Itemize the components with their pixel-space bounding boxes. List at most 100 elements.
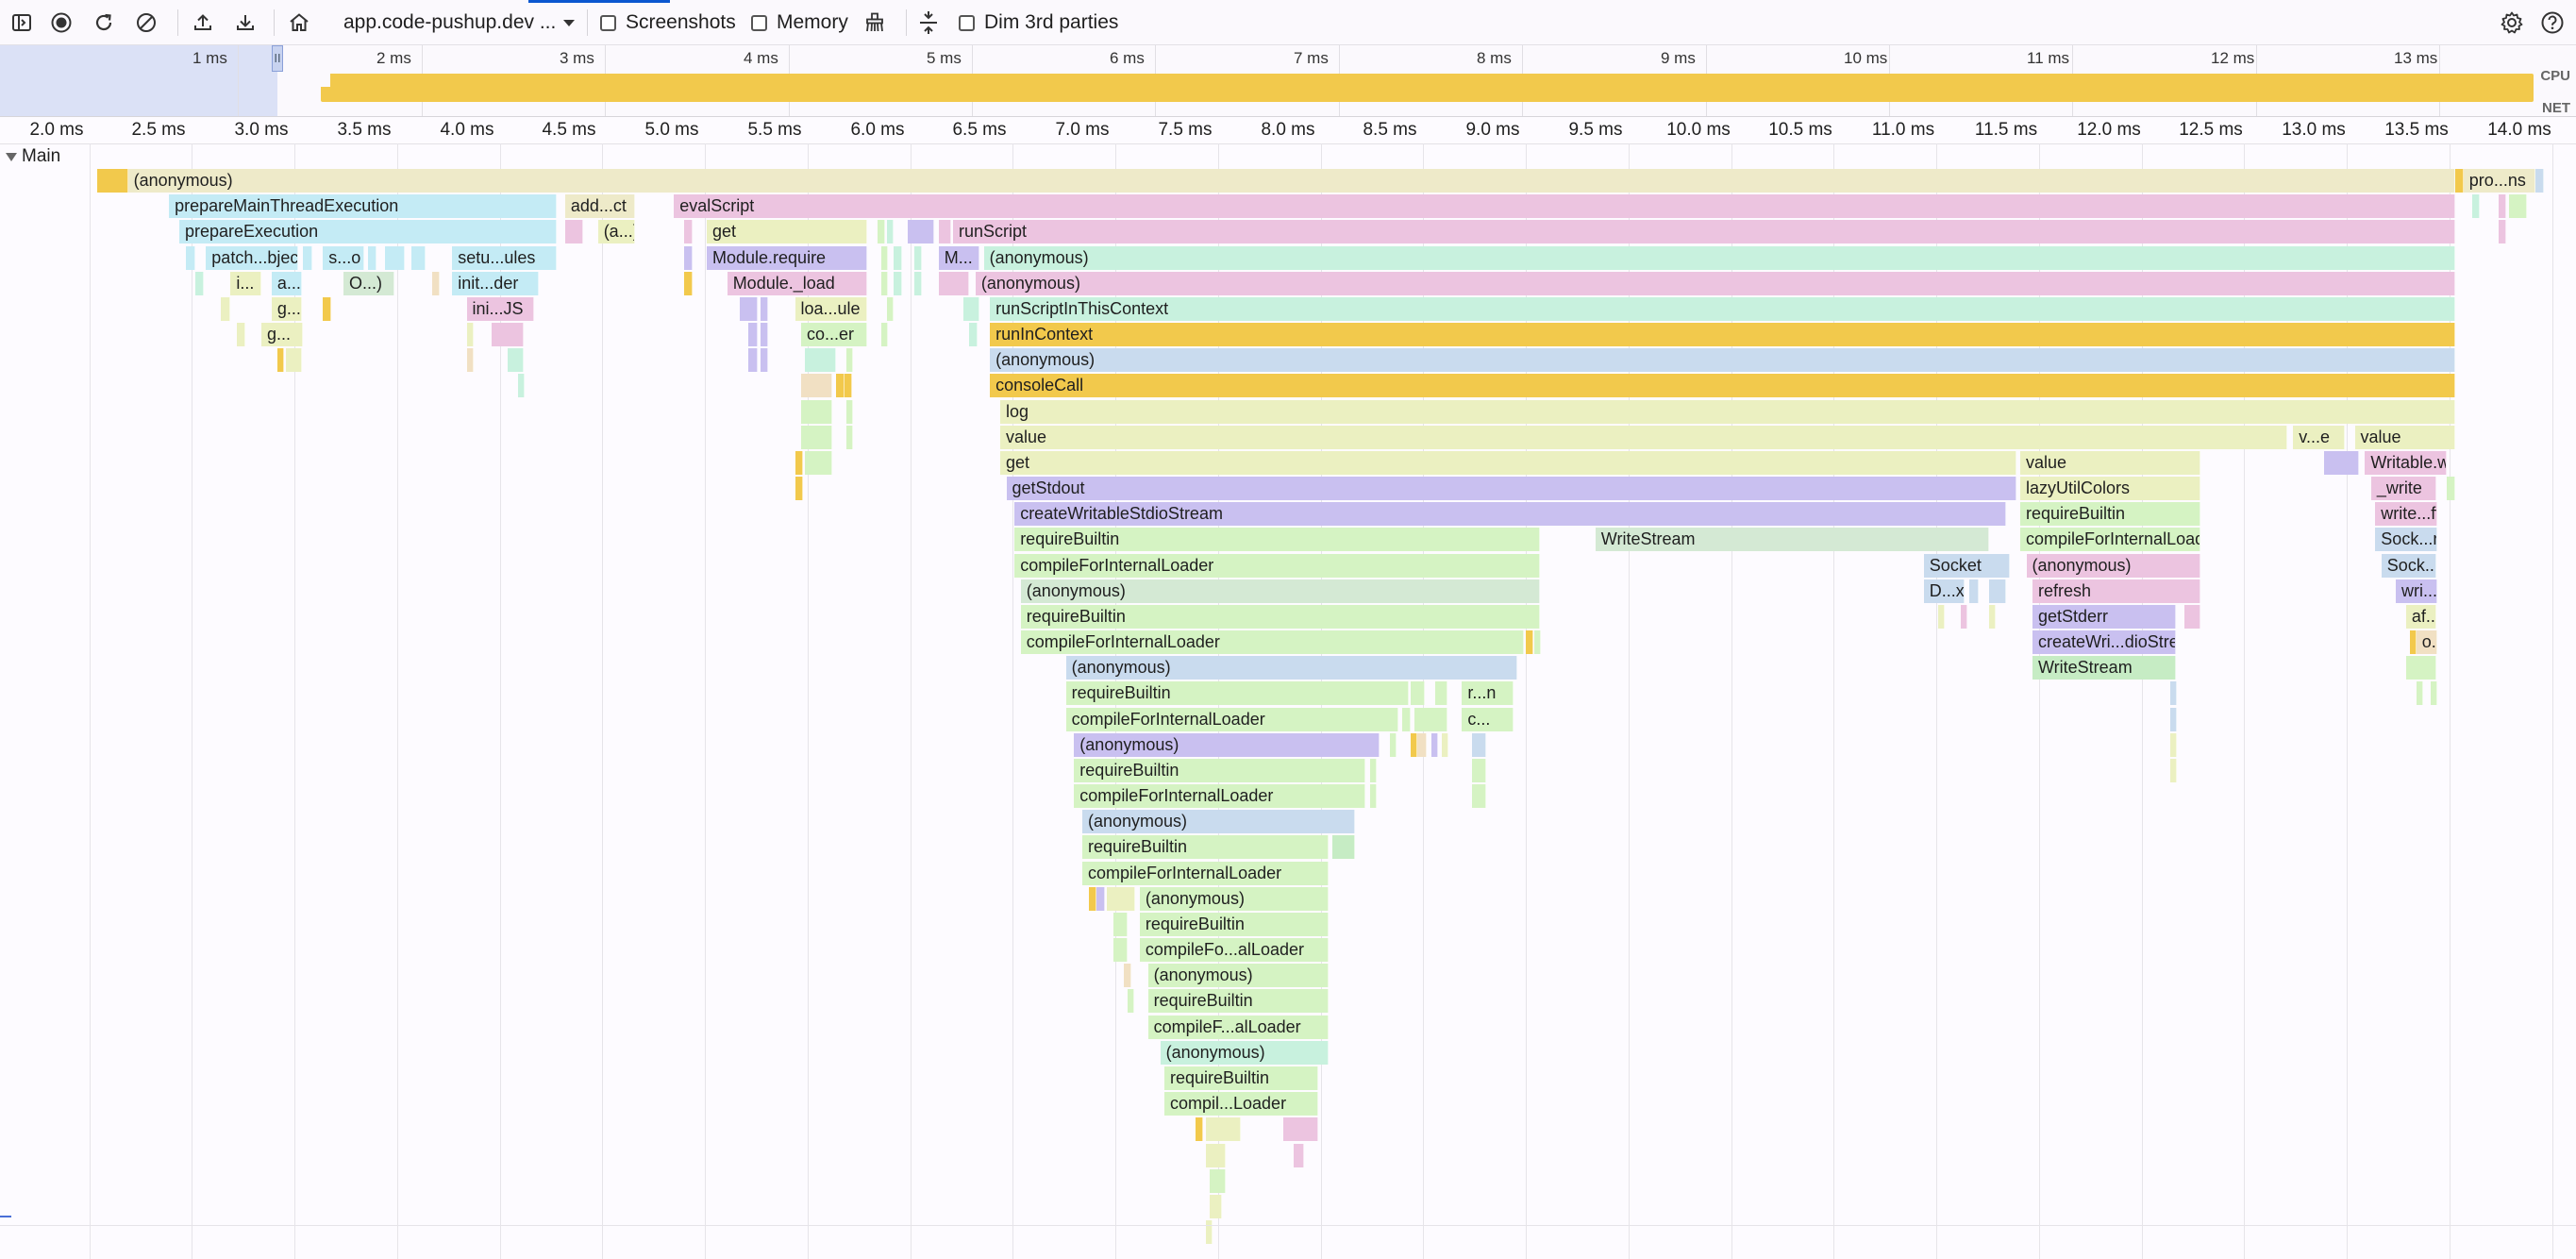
flame-entry[interactable]: (anonymous) bbox=[990, 348, 2455, 373]
flame-entry-small[interactable] bbox=[893, 271, 902, 295]
flame-entry-small[interactable] bbox=[1414, 707, 1448, 731]
flame-entry-small[interactable] bbox=[491, 323, 525, 346]
flame-entry-small[interactable] bbox=[913, 245, 923, 270]
flame-entry-small[interactable] bbox=[2431, 681, 2437, 706]
flame-entry-small[interactable] bbox=[1205, 1143, 1227, 1167]
flame-entry[interactable]: createWritableStdioStream bbox=[1014, 502, 2006, 527]
flame-entry-small[interactable] bbox=[466, 348, 474, 373]
flame-entry[interactable]: compileForInternalLoader bbox=[2020, 528, 2201, 552]
flame-entry[interactable]: get bbox=[707, 220, 867, 244]
flamechart-collapse-button[interactable] bbox=[912, 0, 945, 45]
flame-entry[interactable]: i... bbox=[230, 271, 261, 295]
upload-profile-button[interactable] bbox=[187, 0, 219, 45]
flame-entry-small[interactable] bbox=[1989, 579, 2006, 603]
flame-entry[interactable]: requireBuiltin bbox=[1014, 528, 1540, 552]
flame-entry-small[interactable] bbox=[508, 348, 525, 373]
flame-entry[interactable]: _write bbox=[2370, 477, 2437, 500]
flame-entry[interactable]: r...n bbox=[1462, 681, 1514, 706]
flame-entry-small[interactable] bbox=[845, 399, 853, 424]
flame-entry-small[interactable] bbox=[431, 271, 441, 295]
flame-entry[interactable]: value bbox=[2354, 425, 2456, 449]
flame-entry[interactable]: g... bbox=[271, 296, 303, 321]
flame-entry-small[interactable] bbox=[684, 220, 693, 244]
flame-entry[interactable]: s...o bbox=[323, 245, 364, 270]
flame-entry-small[interactable] bbox=[2169, 707, 2177, 731]
flame-entry-small[interactable] bbox=[913, 271, 923, 295]
flame-entry[interactable]: compileForInternalLoader bbox=[1065, 707, 1398, 731]
flame-entry-small[interactable] bbox=[1402, 707, 1411, 731]
dim-third-parties-checkbox[interactable]: Dim 3rd parties bbox=[959, 0, 1118, 45]
flame-entry[interactable]: runInContext bbox=[990, 323, 2455, 346]
flame-entry[interactable]: compileForInternalLoader bbox=[1020, 630, 1524, 655]
overview-selection-handle[interactable]: II bbox=[272, 45, 283, 72]
flame-entry[interactable]: a... bbox=[271, 271, 303, 295]
flame-entry-small[interactable] bbox=[1960, 604, 1967, 629]
flame-entry[interactable]: (anonymous) bbox=[1020, 579, 1541, 603]
flame-entry[interactable]: getStderr bbox=[2032, 604, 2177, 629]
flame-entry-small[interactable] bbox=[962, 296, 980, 321]
flame-entry[interactable]: compileFo...alLoader bbox=[1139, 938, 1329, 963]
flame-entry[interactable]: compileForInternalLoader bbox=[1082, 861, 1329, 885]
flame-entry[interactable]: Sock...ric bbox=[2381, 553, 2437, 578]
flame-entry-small[interactable] bbox=[1112, 912, 1128, 936]
flame-entry[interactable]: init...der bbox=[452, 271, 539, 295]
flame-entry-small[interactable] bbox=[410, 245, 426, 270]
flame-entry[interactable]: (anonymous) bbox=[983, 245, 2456, 270]
flame-entry-small[interactable] bbox=[1123, 964, 1132, 988]
flame-entry[interactable]: log bbox=[1000, 399, 2456, 424]
flame-entry[interactable]: o... bbox=[2416, 630, 2437, 655]
flame-entry-small[interactable] bbox=[1369, 784, 1377, 809]
flame-entry-small[interactable] bbox=[2498, 194, 2507, 219]
flame-entry-small[interactable] bbox=[760, 323, 769, 346]
flame-entry-small[interactable] bbox=[2455, 169, 2464, 193]
collect-garbage-button[interactable] bbox=[859, 0, 891, 45]
flame-entry[interactable]: Writable.write bbox=[2365, 450, 2448, 475]
flame-entry[interactable]: evalScript bbox=[674, 194, 2456, 219]
flame-entry-small[interactable] bbox=[969, 323, 979, 346]
flame-entry-small[interactable] bbox=[1472, 732, 1487, 757]
flame-entry[interactable]: co...er bbox=[801, 323, 867, 346]
flame-entry[interactable]: createWri...dioStream bbox=[2032, 630, 2177, 655]
flame-entry-small[interactable] bbox=[887, 296, 895, 321]
flame-entry[interactable]: requireBuiltin bbox=[1147, 989, 1329, 1014]
toggle-sidebar-button[interactable] bbox=[6, 0, 38, 45]
recording-select[interactable]: app.code-pushup.dev ... bbox=[343, 0, 577, 45]
flame-entry[interactable]: pro...ns bbox=[2463, 169, 2535, 193]
flame-entry-small[interactable] bbox=[1107, 886, 1136, 911]
flame-entry-small[interactable] bbox=[1968, 579, 1980, 603]
flame-entry-small[interactable] bbox=[1088, 886, 1097, 911]
flame-entry-small[interactable] bbox=[938, 271, 970, 295]
flame-entry[interactable]: prepareMainThreadExecution bbox=[169, 194, 558, 219]
flame-entry-small[interactable] bbox=[302, 245, 313, 270]
flame-entry[interactable]: Module.require bbox=[707, 245, 867, 270]
flame-entry[interactable]: Socket bbox=[1923, 553, 2011, 578]
flame-entry[interactable]: (anonymous) bbox=[1082, 810, 1356, 834]
expand-triangle-icon[interactable] bbox=[6, 152, 17, 161]
flame-entry[interactable]: refresh bbox=[2032, 579, 2201, 603]
flame-entry-small[interactable] bbox=[185, 245, 196, 270]
flame-entry-small[interactable] bbox=[1205, 1117, 1241, 1142]
flame-entry-small[interactable] bbox=[1209, 1194, 1222, 1218]
flame-entry-small[interactable] bbox=[384, 245, 406, 270]
flame-entry[interactable]: compileForInternalLoader bbox=[1014, 553, 1540, 578]
flame-entry[interactable]: requireBuiltin bbox=[1139, 912, 1329, 936]
flame-entry-small[interactable] bbox=[877, 220, 886, 244]
flame-entry-small[interactable] bbox=[1127, 989, 1134, 1014]
flame-entry[interactable]: Module._load bbox=[727, 271, 867, 295]
reload-record-button[interactable] bbox=[88, 0, 120, 45]
flame-entry-small[interactable] bbox=[564, 220, 584, 244]
download-profile-button[interactable] bbox=[229, 0, 261, 45]
flame-entry-small[interactable] bbox=[880, 271, 888, 295]
clear-button[interactable] bbox=[130, 0, 162, 45]
memory-checkbox[interactable]: Memory bbox=[751, 0, 848, 45]
flame-entry-small[interactable] bbox=[286, 348, 303, 373]
screenshots-checkbox[interactable]: Screenshots bbox=[600, 0, 736, 45]
flame-entry-small[interactable] bbox=[795, 477, 804, 500]
flame-entry-small[interactable] bbox=[684, 245, 693, 270]
flame-entry-small[interactable] bbox=[760, 296, 769, 321]
flame-entry[interactable]: O...) bbox=[343, 271, 395, 295]
flame-entry[interactable]: D...x bbox=[1923, 579, 1965, 603]
flame-entry-small[interactable] bbox=[760, 348, 769, 373]
flame-entry[interactable]: requireBuiltin bbox=[1020, 604, 1541, 629]
flame-entry[interactable]: write...ffer bbox=[2375, 502, 2437, 527]
